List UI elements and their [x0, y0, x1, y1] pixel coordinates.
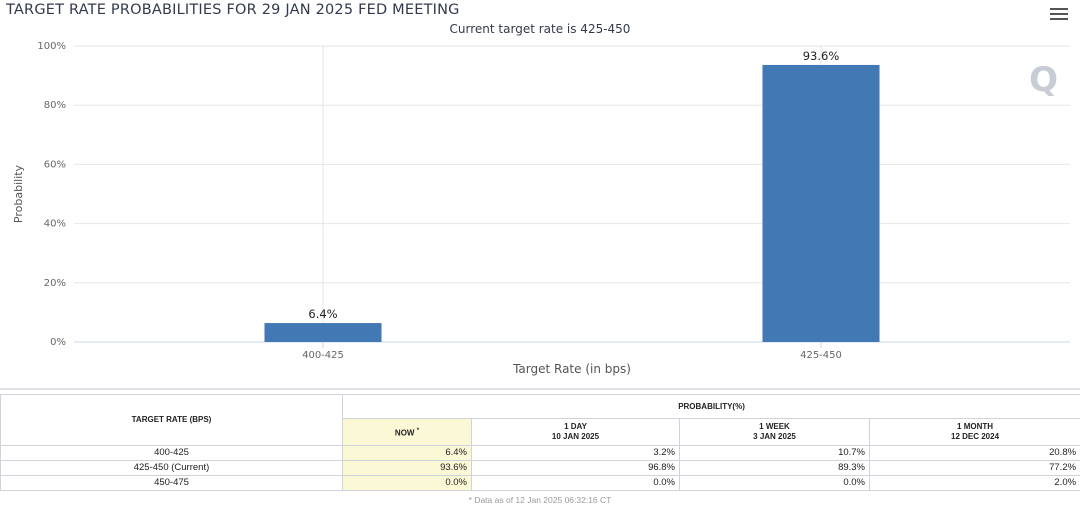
rate-cell: 425-450 (Current)	[0, 460, 343, 476]
bar-425-450	[762, 64, 880, 342]
chart-subtitle: Current target rate is 425-450	[449, 22, 631, 36]
day-cell: 96.8%	[471, 460, 680, 476]
table-row: 450-475 0.0% 0.0% 0.0% 2.0%	[0, 475, 1080, 491]
x-axis-title: Target Rate (in bps)	[512, 362, 631, 376]
month-cell: 2.0%	[868, 475, 1080, 491]
now-cell: 6.4%	[342, 445, 472, 461]
table-row: 425-450 (Current) 93.6% 96.8% 89.3% 77.2…	[0, 460, 1080, 476]
table-row: 400-425 6.4% 3.2% 10.7% 20.8%	[0, 445, 1080, 461]
watermark-logo: Q	[1029, 60, 1058, 100]
data-label: 6.4%	[308, 307, 337, 321]
chart-title: TARGET RATE PROBABILITIES FOR 29 JAN 202…	[6, 2, 460, 18]
probability-header: PROBABILITY(%)	[341, 393, 1080, 420]
week-cell: 89.3%	[679, 460, 870, 476]
y-axis-title: Probability	[12, 164, 25, 223]
month-cell: 77.2%	[868, 460, 1080, 476]
week-cell: 10.7%	[679, 445, 870, 461]
one-month-header: 1 MONTH 12 DEC 2024	[868, 418, 1080, 446]
x-tick-label: 400-425	[302, 350, 344, 361]
now-header: NOW *	[342, 418, 472, 446]
one-day-header: 1 DAY 10 JAN 2025	[471, 418, 680, 446]
y-tick-label: 80%	[44, 100, 66, 111]
y-tick-label: 20%	[44, 278, 66, 289]
data-label: 93.6%	[803, 49, 840, 63]
hamburger-menu-icon[interactable]	[1050, 8, 1068, 21]
now-cell: 93.6%	[342, 460, 472, 476]
target-rate-header: TARGET RATE (BPS)	[0, 394, 343, 446]
rate-cell: 450-475	[0, 475, 343, 491]
one-week-header: 1 WEEK 3 JAN 2025	[679, 418, 870, 446]
probability-table: TARGET RATE (BPS) PROBABILITY(%) NOW * 1…	[0, 393, 1080, 491]
month-cell: 20.8%	[868, 445, 1080, 461]
rate-cell: 400-425	[0, 445, 343, 461]
chart-area: TARGET RATE PROBABILITIES FOR 29 JAN 202…	[6, 2, 1070, 376]
day-cell: 0.0%	[471, 475, 680, 491]
y-tick-label: 100%	[37, 41, 66, 52]
y-tick-label: 60%	[44, 159, 66, 170]
data-timestamp-footnote: * Data as of 12 Jan 2025 06:32:16 CT	[468, 495, 612, 505]
week-cell: 0.0%	[679, 475, 870, 491]
y-tick-label: 0%	[50, 337, 66, 348]
probability-table-wrap: TARGET RATE (BPS) PROBABILITY(%) NOW * 1…	[0, 393, 1080, 491]
day-cell: 3.2%	[471, 445, 680, 461]
divider	[0, 388, 1080, 390]
now-cell: 0.0%	[342, 475, 472, 491]
y-tick-label: 40%	[44, 219, 66, 230]
bar-400-425	[264, 323, 382, 342]
x-tick-label: 425-450	[800, 350, 842, 361]
bar-chart: 0% 20% 40% 60% 80% 100% 6.4% 400-425 93.6% 425-45…	[12, 41, 1070, 376]
